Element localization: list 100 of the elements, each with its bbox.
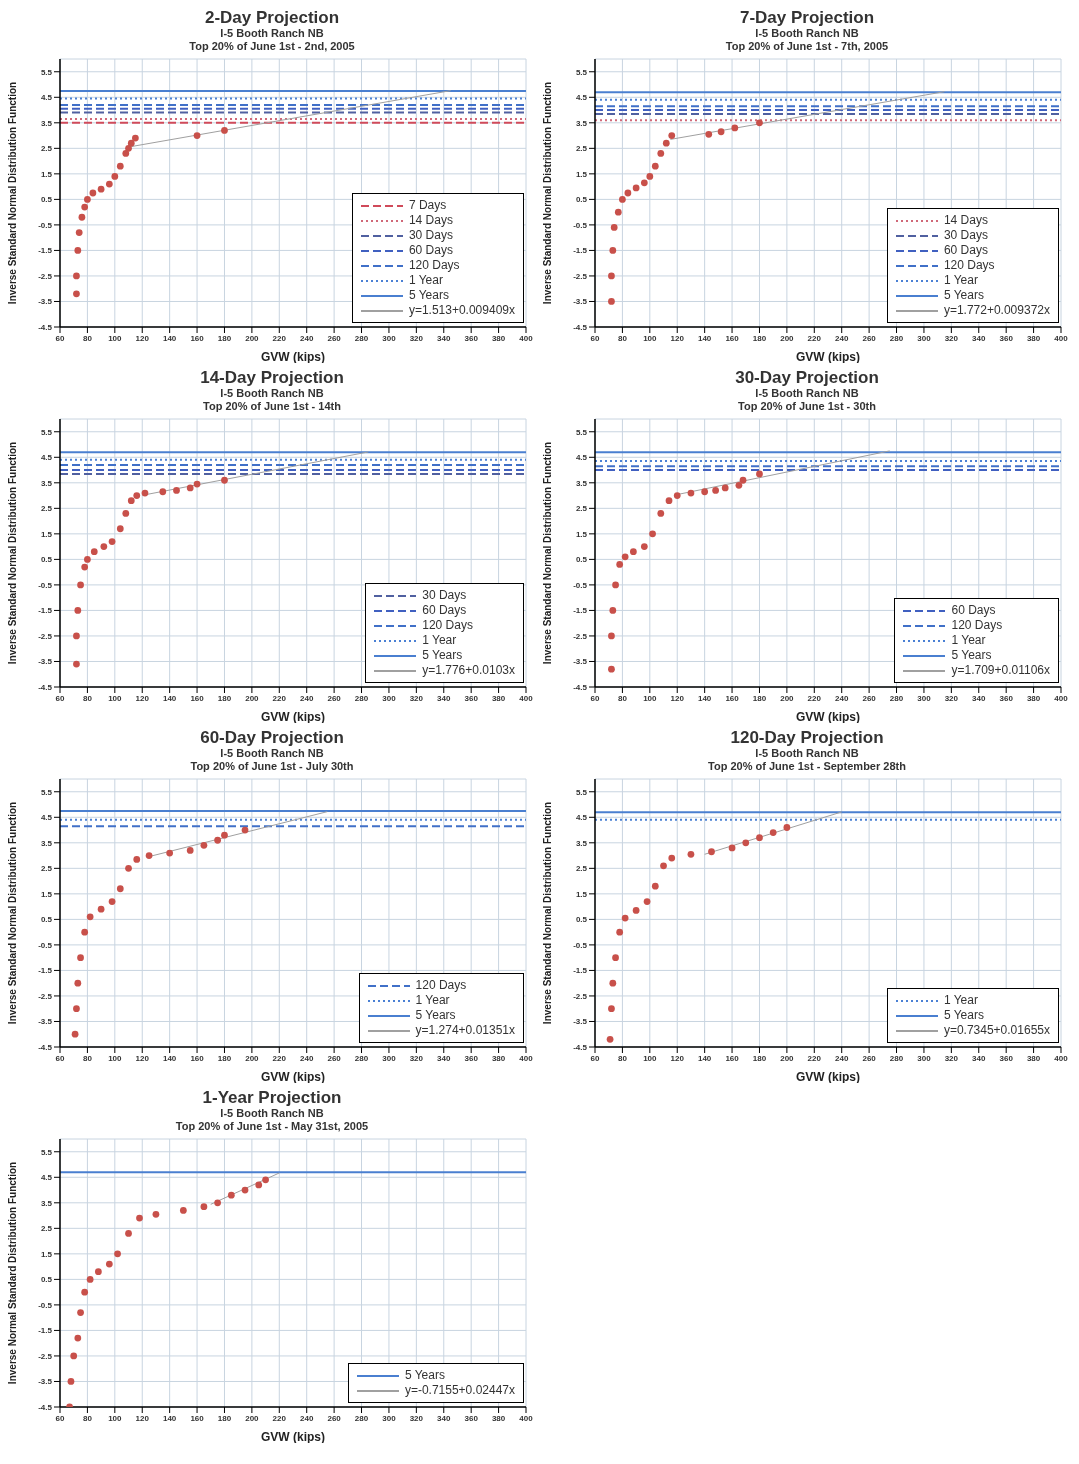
- x-tick-label: 220: [272, 693, 287, 703]
- point: [125, 1230, 132, 1237]
- y-tick-label: -4.5: [38, 682, 53, 692]
- x-tick-label: 100: [108, 1413, 123, 1423]
- y-tick-label: 4.5: [40, 453, 53, 463]
- y-tick-label: -0.5: [38, 220, 53, 230]
- point: [73, 272, 80, 280]
- x-tick-label: 100: [643, 693, 658, 703]
- y-tick-label: 1.5: [575, 169, 588, 179]
- point: [81, 1288, 89, 1296]
- point: [94, 1268, 102, 1276]
- legend-label: 14 Days: [408, 213, 453, 228]
- x-tick-label: 240: [300, 1053, 314, 1063]
- x-tick-label: 360: [999, 333, 1014, 343]
- point: [78, 213, 86, 221]
- y-tick-label: -3.5: [573, 1017, 588, 1027]
- x-tick-label: 360: [999, 693, 1014, 703]
- point: [606, 1035, 614, 1043]
- x-tick-label: 340: [972, 333, 986, 343]
- x-tick-label: 220: [807, 1053, 822, 1063]
- point: [73, 1005, 80, 1013]
- point: [89, 189, 97, 197]
- point: [200, 1203, 208, 1211]
- point: [97, 185, 105, 193]
- point: [643, 898, 651, 905]
- y-tick-label: 2.5: [40, 504, 53, 514]
- chart-title: 14-Day Projection: [199, 368, 345, 387]
- point: [662, 139, 670, 147]
- legend-label: 5 Years: [943, 1008, 984, 1023]
- x-tick-label: 240: [835, 333, 849, 343]
- point: [74, 607, 82, 614]
- y-tick-label: 1.5: [40, 889, 53, 899]
- point: [687, 489, 695, 497]
- x-axis-title: GVW (kips): [795, 710, 861, 724]
- legend-label: 60 Days: [422, 603, 467, 618]
- point: [74, 979, 82, 987]
- x-tick-label: 400: [1054, 693, 1069, 703]
- point: [783, 824, 791, 831]
- x-tick-label: 200: [245, 1053, 260, 1063]
- x-axis-title: GVW (kips): [260, 710, 326, 724]
- point: [708, 848, 715, 856]
- point: [612, 581, 619, 589]
- y-tick-label: 5.5: [40, 67, 53, 77]
- y-tick-label: -2.5: [573, 991, 588, 1001]
- y-tick-label: 3.5: [575, 478, 588, 488]
- legend-label: 120 Days: [408, 258, 460, 273]
- point: [632, 907, 640, 914]
- legend-label: 60 Days: [943, 243, 988, 258]
- point: [227, 1191, 235, 1199]
- y-tick-label: -2.5: [38, 991, 53, 1001]
- x-tick-label: 80: [82, 333, 93, 343]
- x-tick-label: 140: [162, 1413, 177, 1423]
- point: [186, 847, 194, 854]
- y-tick-label: 2.5: [575, 504, 588, 514]
- x-tick-label: 400: [1054, 1053, 1069, 1063]
- y-axis-title: Inverse Standard Normal Distribution Function: [541, 801, 553, 1025]
- point: [735, 481, 743, 489]
- point: [105, 180, 113, 188]
- x-tick-label: 320: [944, 333, 959, 343]
- point: [262, 1176, 269, 1184]
- chart-subtitle: I-5 Booth Ranch NB Top 20% of June 1st - September 28th: [707, 747, 907, 773]
- x-tick-label: 80: [82, 693, 93, 703]
- point: [214, 1199, 221, 1207]
- legend-label: 1 Year: [943, 993, 978, 1008]
- x-tick-label: 120: [135, 1413, 150, 1423]
- x-tick-label: 100: [108, 693, 123, 703]
- x-tick-label: 340: [972, 693, 986, 703]
- point: [621, 553, 629, 561]
- x-tick-label: 100: [108, 1053, 123, 1063]
- x-tick-label: 80: [82, 1413, 93, 1423]
- y-tick-label: 2.5: [575, 864, 588, 874]
- y-tick-label: -3.5: [573, 657, 588, 667]
- y-tick-label: 1.5: [40, 529, 53, 539]
- point: [221, 831, 228, 839]
- point: [221, 127, 228, 134]
- x-tick-label: 380: [1026, 693, 1041, 703]
- y-axis-title: Inverse Standard Normal Distribution Function: [6, 441, 18, 665]
- point: [193, 480, 201, 488]
- x-axis-title: GVW (kips): [795, 1070, 861, 1084]
- y-tick-label: -1.5: [573, 606, 588, 616]
- point: [649, 530, 656, 538]
- x-tick-label: 200: [245, 333, 260, 343]
- x-tick-label: 320: [944, 693, 959, 703]
- x-tick-label: 380: [491, 333, 506, 343]
- legend-label: 60 Days: [408, 243, 453, 258]
- x-tick-label: 260: [327, 333, 342, 343]
- x-tick-label: 160: [190, 333, 205, 343]
- point: [116, 162, 124, 170]
- x-tick-label: 300: [917, 333, 932, 343]
- point: [67, 1378, 75, 1385]
- x-tick-label: 280: [889, 693, 904, 703]
- x-tick-label: 160: [190, 1413, 205, 1423]
- y-tick-label: 3.5: [40, 1198, 53, 1208]
- legend-label: 5 Years: [951, 648, 992, 663]
- x-tick-label: 220: [272, 333, 287, 343]
- x-tick-label: 140: [697, 333, 712, 343]
- point: [608, 272, 615, 280]
- x-axis-title: GVW (kips): [795, 350, 861, 364]
- point: [608, 632, 615, 640]
- y-tick-label: -2.5: [573, 271, 588, 281]
